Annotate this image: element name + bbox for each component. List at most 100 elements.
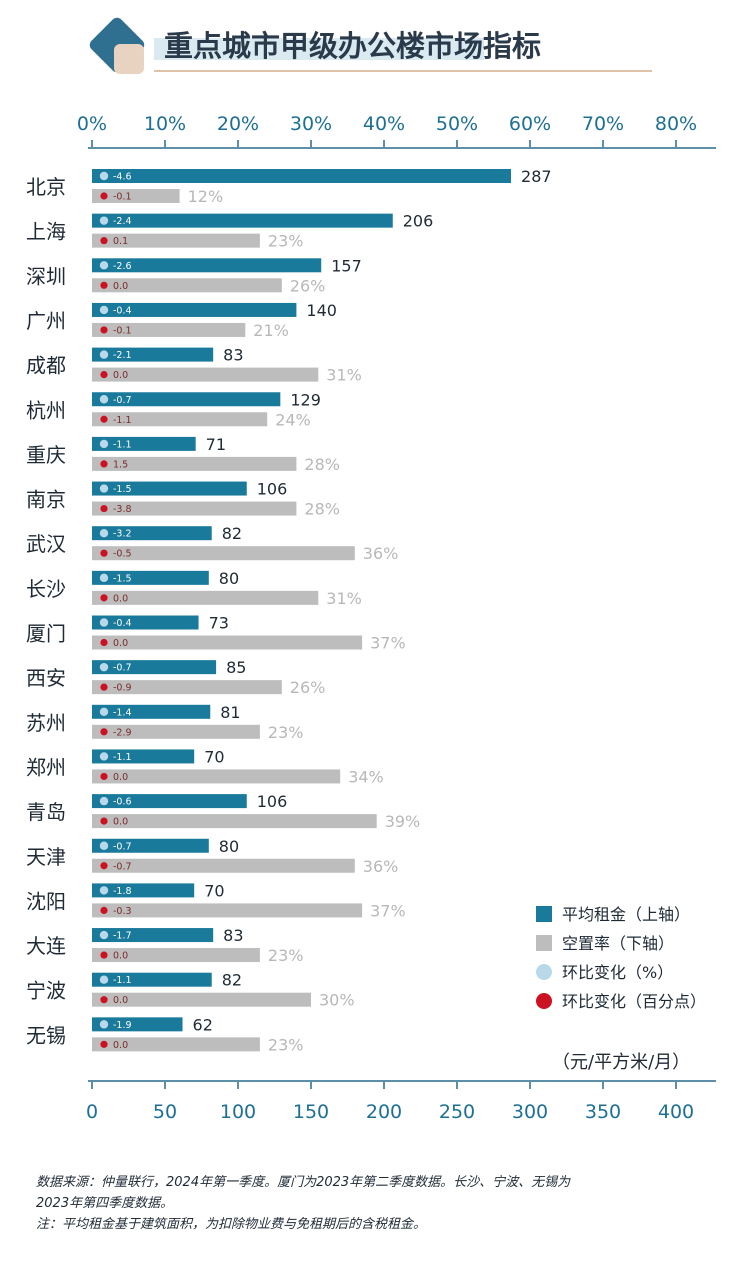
rent-bar xyxy=(92,258,322,273)
rent-change-label: -0.6 xyxy=(113,797,132,808)
legend-item: 环比变化（%） xyxy=(536,963,673,982)
rent-change-label: -0.4 xyxy=(113,305,132,316)
bottom-axis-tick-label: 50 xyxy=(153,1101,177,1123)
city-row: 北京 -4.6 287 -0.1 12% xyxy=(26,167,552,206)
vacancy-bar xyxy=(92,233,260,248)
rent-bar xyxy=(92,1017,183,1032)
top-axis-tick-label: 80% xyxy=(655,113,697,135)
legend-swatch xyxy=(536,935,552,951)
city-row: 长沙 -1.5 80 0.0 31% xyxy=(26,569,362,608)
vacancy-change-dot xyxy=(100,862,108,870)
top-axis: 0% 10% 20% 30% 40% 50% 60% 70% 80% xyxy=(77,113,716,149)
vacancy-change-label: -0.9 xyxy=(113,683,132,694)
city-row: 青岛 -0.6 106 0.0 39% xyxy=(26,792,420,831)
logo-light-square xyxy=(114,44,144,74)
rent-bar xyxy=(92,392,281,407)
rent-change-label: -0.7 xyxy=(113,663,132,674)
top-axis-tick-label: 70% xyxy=(582,113,624,135)
vacancy-bar xyxy=(92,724,260,739)
city-row: 郑州 -1.1 70 0.0 34% xyxy=(26,747,384,786)
unit-label: （元/平方米/月） xyxy=(552,1052,690,1073)
vacancy-change-label: -2.9 xyxy=(113,727,132,738)
vacancy-change-dot xyxy=(100,281,108,289)
vacancy-change-dot xyxy=(100,817,108,825)
city-row: 天津 -0.7 80 -0.7 36% xyxy=(26,837,398,876)
rent-change-label: -0.4 xyxy=(113,618,132,629)
vacancy-bar xyxy=(92,814,377,829)
city-row: 成都 -2.1 83 0.0 31% xyxy=(26,346,362,385)
vacancy-change-dot xyxy=(100,237,108,245)
rent-value-label: 83 xyxy=(223,926,243,945)
vacancy-change-label: 0.1 xyxy=(113,236,128,247)
bottom-axis-tick-label: 350 xyxy=(585,1101,621,1123)
rent-change-dot xyxy=(99,350,109,359)
rent-bar xyxy=(92,436,196,451)
city-row: 南京 -1.5 106 -3.8 28% xyxy=(26,480,340,519)
legend-swatch xyxy=(536,906,552,922)
legend: 平均租金（上轴） 空置率（下轴） 环比变化（%） 环比变化（百分点） xyxy=(536,905,706,1011)
vacancy-bar xyxy=(92,546,355,561)
city-row: 西安 -0.7 85 -0.9 26% xyxy=(26,658,325,697)
vacancy-change-label: 0.0 xyxy=(113,1040,128,1051)
vacancy-change-dot xyxy=(100,594,108,602)
city-label: 西安 xyxy=(26,666,66,690)
city-label: 沈阳 xyxy=(26,889,66,913)
vacancy-value-label: 24% xyxy=(275,410,311,429)
vacancy-change-dot xyxy=(100,192,108,200)
city-label: 天津 xyxy=(26,845,66,869)
city-label: 上海 xyxy=(26,220,66,244)
vacancy-value-label: 37% xyxy=(370,901,406,920)
legend-label: 环比变化（百分点） xyxy=(562,992,706,1011)
rent-change-dot xyxy=(99,796,109,806)
vacancy-change-dot xyxy=(100,371,108,379)
rent-change-dot xyxy=(99,707,109,716)
vacancy-value-label: 36% xyxy=(363,857,399,876)
rent-value-label: 206 xyxy=(403,212,434,231)
vacancy-bar xyxy=(92,322,246,337)
vacancy-change-label: 1.5 xyxy=(113,459,128,470)
vacancy-bar xyxy=(92,680,282,695)
vacancy-change-label: -0.7 xyxy=(113,861,132,872)
city-label: 南京 xyxy=(26,488,66,512)
rent-value-label: 81 xyxy=(220,703,240,722)
vacancy-change-label: -0.5 xyxy=(113,549,132,560)
vacancy-change-dot xyxy=(100,1040,108,1048)
city-row: 沈阳 -1.8 70 -0.3 37% xyxy=(26,881,406,920)
vacancy-value-label: 23% xyxy=(268,1035,304,1054)
vacancy-value-label: 21% xyxy=(253,321,289,340)
city-label: 长沙 xyxy=(26,577,66,601)
city-label: 深圳 xyxy=(26,264,66,288)
rent-change-label: -0.7 xyxy=(113,395,132,406)
rent-change-dot xyxy=(99,261,109,270)
note-line-1: 数据来源：仲量联行，2024年第一季度。厦门为2023年第二季度数据。长沙、宁波… xyxy=(36,1175,571,1190)
vacancy-change-label: 0.0 xyxy=(113,281,128,292)
vacancy-change-dot xyxy=(100,996,108,1004)
city-row: 厦门 -0.4 73 0.0 37% xyxy=(26,614,406,653)
vacancy-bar xyxy=(92,189,180,203)
rent-change-label: -2.4 xyxy=(113,216,132,227)
rent-bar xyxy=(92,302,297,317)
rent-change-dot xyxy=(99,305,109,315)
vacancy-change-dot xyxy=(100,951,108,959)
rent-change-label: -1.7 xyxy=(113,931,132,942)
top-axis-tick-label: 50% xyxy=(436,113,478,135)
vacancy-change-dot xyxy=(100,728,108,736)
vacancy-value-label: 28% xyxy=(304,500,340,519)
legend-label: 环比变化（%） xyxy=(562,963,673,982)
vacancy-bar xyxy=(92,992,311,1007)
rent-change-label: -3.2 xyxy=(113,529,132,540)
vacancy-change-label: 0.0 xyxy=(113,638,128,649)
rent-value-label: 62 xyxy=(193,1015,213,1034)
rent-change-dot xyxy=(99,841,109,850)
vacancy-change-label: 0.0 xyxy=(113,817,128,828)
page-title: 重点城市甲级办公楼市场指标 xyxy=(164,29,541,63)
city-label: 武汉 xyxy=(26,532,66,556)
note-line-2: 2023年第四季度数据。 xyxy=(36,1196,173,1211)
legend-label: 平均租金（上轴） xyxy=(562,905,690,924)
city-row: 重庆 -1.1 71 1.5 28% xyxy=(26,435,340,474)
rent-change-dot xyxy=(99,886,109,895)
vacancy-change-label: -0.3 xyxy=(113,906,132,917)
rent-change-dot xyxy=(99,529,109,538)
